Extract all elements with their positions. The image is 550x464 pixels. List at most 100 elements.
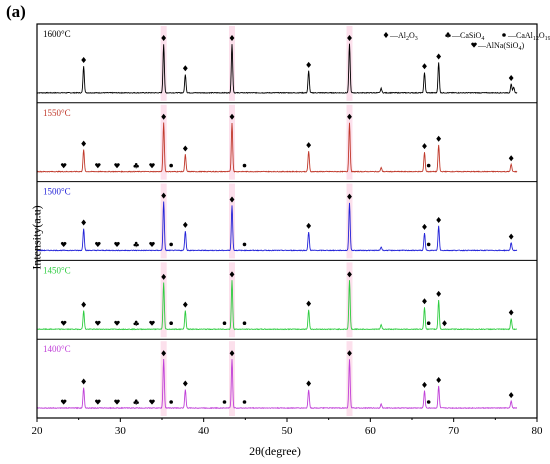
diamond-marker: [306, 142, 312, 149]
circle-marker: [426, 321, 431, 325]
diamond-marker: [508, 233, 514, 240]
series-label-1600: 1600°C: [43, 29, 71, 39]
club-marker: [133, 241, 139, 248]
diamond-marker: [422, 223, 427, 230]
diamond-shape: [442, 320, 447, 327]
circle-shape: [242, 163, 247, 168]
highlight-band: [346, 341, 353, 416]
legend-subscript: 4: [481, 36, 484, 42]
panel-1400: 1400°C: [36, 338, 537, 416]
diamond-marker: [422, 298, 427, 305]
panel-1600: 1600°C: [36, 26, 518, 101]
diamond-marker: [306, 222, 312, 229]
diamond-marker: [508, 392, 514, 399]
legend-text: —Al: [389, 31, 407, 40]
diamond-marker: [161, 113, 167, 120]
highlight-band: [160, 341, 167, 416]
circle-marker: [169, 163, 173, 168]
diamond-marker: [422, 143, 427, 150]
heart-shape: [95, 320, 101, 326]
diamond-shape: [81, 378, 87, 385]
diamond-marker: [182, 221, 188, 228]
heart-shape: [149, 399, 155, 405]
diamond-marker: [508, 155, 514, 162]
diamond-marker: [182, 145, 188, 152]
club-lobe: [445, 34, 448, 37]
diamond-shape: [229, 35, 235, 41]
legend-subscript: 4: [518, 46, 521, 52]
club-lobe: [133, 322, 137, 326]
y-axis-label: Intensity(a.u): [29, 205, 44, 270]
diamond-shape: [161, 273, 167, 280]
diamond-marker: [383, 32, 389, 38]
diamond-shape: [229, 271, 235, 278]
circle-marker: [242, 321, 247, 325]
heart-marker: [149, 320, 155, 326]
club-stem: [135, 245, 137, 248]
diamond-marker: [161, 35, 167, 41]
diamond-shape: [182, 221, 188, 228]
diamond-marker: [81, 219, 87, 226]
diamond-shape: [229, 350, 235, 357]
heart-shape: [60, 399, 67, 405]
diamond-shape: [81, 301, 87, 308]
diamond-marker: [306, 380, 312, 387]
heart-marker: [95, 163, 101, 169]
circle-marker: [169, 242, 173, 247]
legend-item-circle: —CaAl12O19: [507, 31, 550, 42]
diamond-shape: [306, 61, 312, 68]
x-tick-label: 20: [32, 425, 44, 437]
diamond-shape: [229, 196, 235, 203]
spectrum-line: [36, 43, 518, 94]
heart-shape: [114, 399, 120, 405]
club-lobe: [133, 243, 137, 247]
legend-item-heart: —AlNa(SiO4): [477, 41, 524, 52]
heart-shape: [114, 163, 120, 169]
diamond-shape: [422, 143, 427, 150]
heart-shape: [60, 163, 67, 169]
highlight-band: [346, 104, 353, 180]
club-lobe: [134, 241, 138, 245]
diamond-marker: [436, 217, 442, 223]
circle-shape: [426, 163, 431, 168]
legend-text: O: [409, 31, 415, 40]
highlight-band: [346, 183, 353, 259]
club-stem: [135, 166, 137, 169]
diamond-shape: [508, 309, 514, 316]
x-tick-label: 40: [198, 425, 210, 437]
diamond-marker: [436, 53, 442, 60]
heart-shape: [471, 42, 477, 48]
heart-marker: [149, 163, 155, 169]
diamond-shape: [422, 63, 427, 70]
highlight-band: [346, 262, 353, 338]
diamond-marker: [81, 301, 87, 308]
diamond-marker: [306, 300, 312, 307]
club-marker: [133, 399, 139, 405]
legend-item-club: —CaSiO4: [451, 31, 484, 42]
diamond-shape: [383, 32, 389, 38]
diamond-shape: [508, 233, 514, 240]
diamond-shape: [422, 223, 427, 230]
series-label-1450: 1450°C: [43, 265, 71, 275]
club-lobe: [133, 164, 137, 168]
highlight-band: [160, 183, 167, 259]
spectrum-line: [36, 359, 518, 410]
highlight-band: [229, 341, 235, 416]
heart-marker: [114, 320, 120, 326]
diamond-marker: [229, 35, 235, 41]
diamond-shape: [161, 35, 167, 41]
diamond-shape: [182, 301, 188, 308]
club-lobe: [136, 243, 139, 247]
club-marker: [445, 32, 451, 38]
diamond-shape: [436, 290, 442, 297]
legend-item-diamond: —Al2O3: [389, 31, 418, 42]
diamond-marker: [182, 65, 188, 72]
diamond-marker: [81, 56, 87, 63]
club-stem: [135, 402, 137, 405]
legend-text: —AlNa(SiO: [477, 41, 519, 50]
x-tick-label: 30: [115, 425, 127, 437]
legend-subscript: 19: [545, 36, 550, 42]
heart-shape: [60, 241, 67, 247]
diamond-marker: [436, 377, 442, 384]
